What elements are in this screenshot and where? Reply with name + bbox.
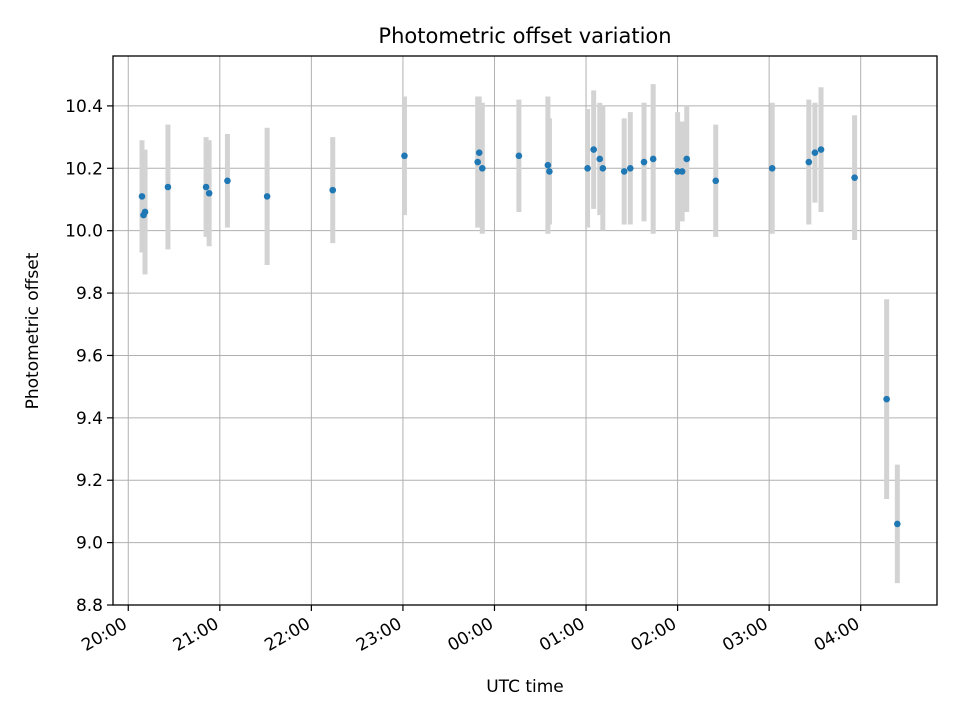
data-point <box>329 186 337 194</box>
data-point <box>202 183 210 191</box>
data-point <box>141 208 149 216</box>
y-tick-label: 10.0 <box>65 222 103 242</box>
y-tick-label: 9.0 <box>76 534 103 554</box>
data-point <box>640 158 648 166</box>
y-tick-label: 8.8 <box>76 596 103 616</box>
data-points <box>138 146 901 528</box>
data-point <box>590 146 597 153</box>
data-point <box>138 193 146 200</box>
data-point <box>851 174 858 181</box>
data-point <box>678 168 686 175</box>
data-point <box>475 149 483 156</box>
data-point <box>401 152 408 160</box>
data-point <box>811 149 819 156</box>
data-point <box>674 168 681 175</box>
data-point <box>712 177 720 185</box>
y-axis-label: Photometric offset <box>23 252 43 409</box>
y-tick-label: 9.6 <box>76 346 103 366</box>
data-point <box>817 146 825 153</box>
data-point <box>478 164 486 172</box>
data-point <box>626 164 634 172</box>
data-point <box>544 161 552 169</box>
data-point <box>596 155 604 163</box>
y-tick-label: 10.4 <box>65 97 103 117</box>
y-tick-label: 9.8 <box>76 284 103 304</box>
y-tick-label: 9.4 <box>76 409 103 429</box>
data-point <box>649 155 657 163</box>
data-point <box>883 395 890 403</box>
chart-title: Photometric offset variation <box>378 24 671 48</box>
data-point <box>805 158 813 166</box>
data-point <box>599 164 607 172</box>
data-point <box>768 164 776 172</box>
data-point <box>515 152 523 160</box>
data-point <box>164 183 172 191</box>
data-point <box>263 193 271 200</box>
data-point <box>224 177 231 185</box>
data-point <box>546 168 553 175</box>
y-tick-label: 10.2 <box>65 159 103 179</box>
x-axis-label: UTC time <box>486 677 564 697</box>
y-axis-ticks: 8.8 9.0 9.2 9.4 9.6 9.8 10.0 10.2 10.4 <box>65 97 113 616</box>
data-point <box>584 164 591 172</box>
data-point <box>683 155 691 163</box>
data-point <box>205 189 213 197</box>
data-point <box>894 520 901 528</box>
data-point <box>620 168 628 175</box>
data-point <box>474 158 481 166</box>
y-tick-label: 9.2 <box>76 471 103 491</box>
plot-frame <box>112 55 938 606</box>
